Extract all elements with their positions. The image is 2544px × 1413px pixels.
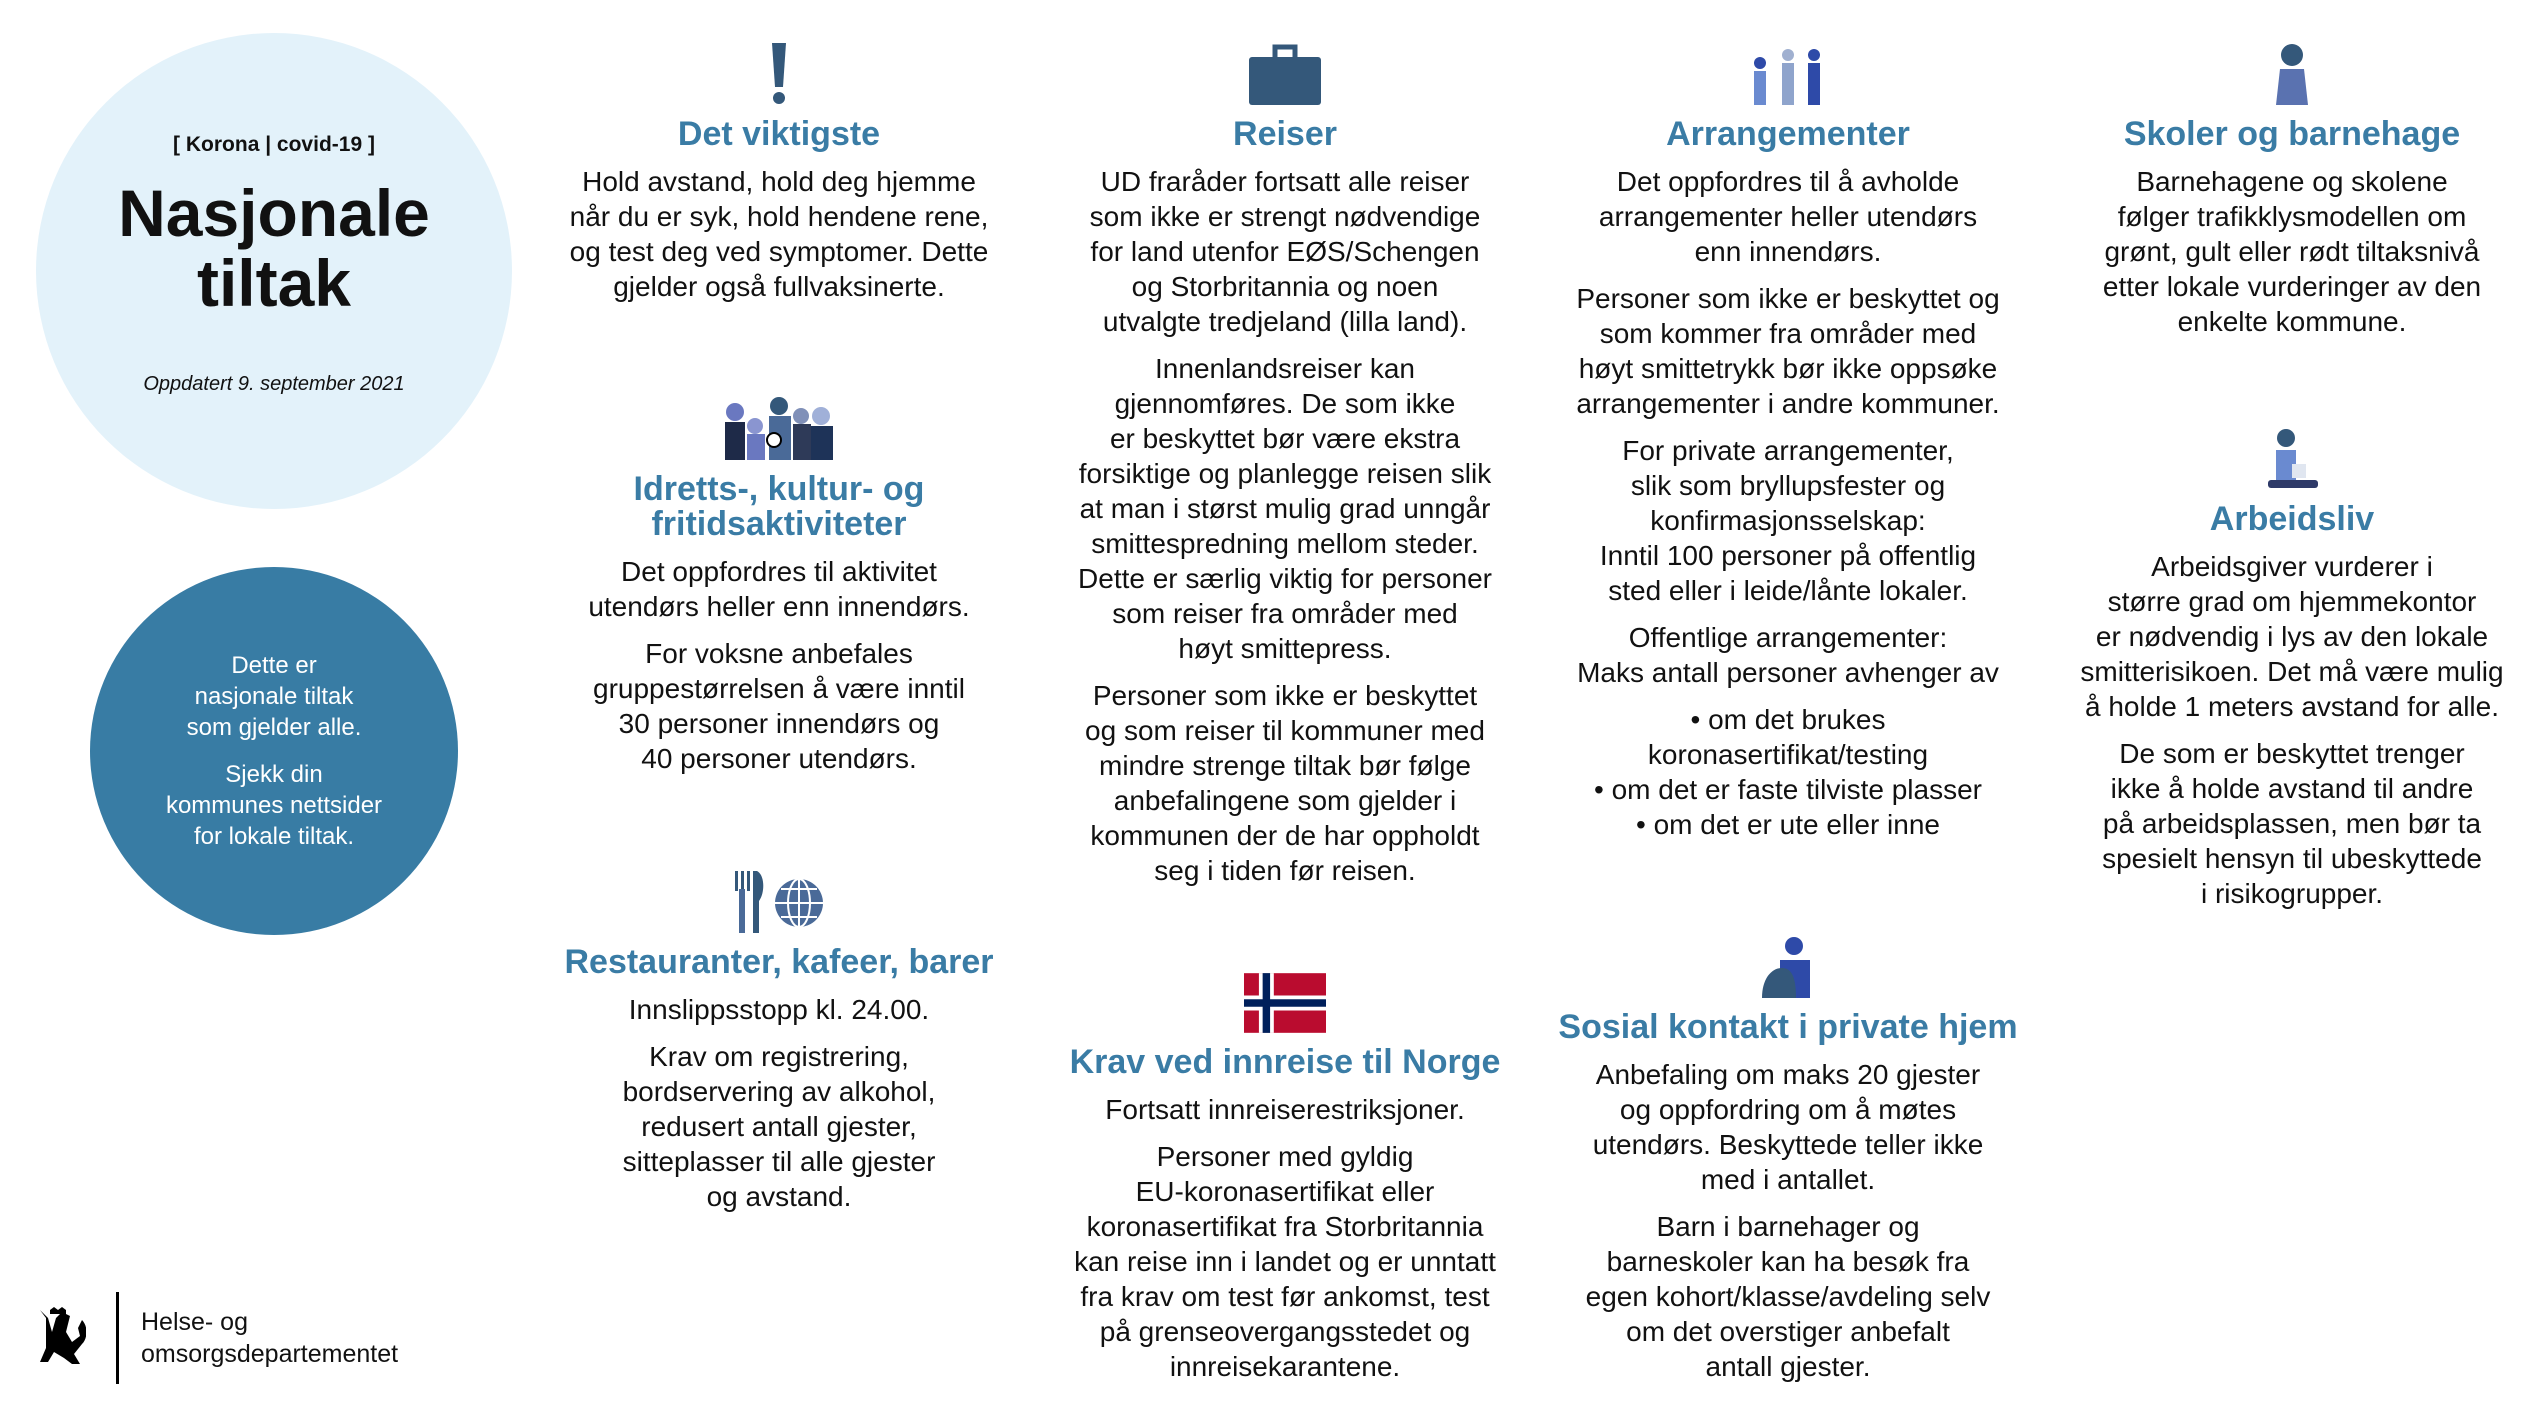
intro-circle: [ Korona | covid-19 ] Nasjonale tiltak O… bbox=[36, 33, 512, 509]
section-idrett: Idretts-, kultur- og fritidsaktiviteter … bbox=[529, 396, 1029, 788]
section-viktigste: Det viktigste Hold avstand, hold deg hje… bbox=[529, 41, 1029, 316]
logo-divider bbox=[116, 1292, 119, 1384]
section-text: Arbeidsgiver vurderer i større grad om h… bbox=[2080, 551, 2504, 722]
child-icon bbox=[2042, 41, 2542, 105]
section-heading: Arrangementer bbox=[1666, 115, 1910, 153]
suitcase-icon bbox=[1035, 41, 1535, 105]
updated-date: Oppdatert 9. september 2021 bbox=[143, 373, 405, 395]
section-text: Hold avstand, hold deg hjemme når du er … bbox=[569, 166, 989, 302]
cutlery-globe-icon bbox=[529, 869, 1029, 933]
section-text: Fortsatt innreiserestriksjoner. bbox=[1105, 1094, 1465, 1125]
topic-tag: [ Korona | covid-19 ] bbox=[173, 133, 375, 156]
ministry-logo: Helse- og omsorgsdepartementet bbox=[36, 1292, 398, 1384]
section-arrangementer: Arrangementer Det oppfordres til å avhol… bbox=[1538, 41, 2038, 854]
section-heading: Krav ved innreise til Norge bbox=[1069, 1043, 1501, 1081]
section-text: Personer som ikke er beskyttet og som re… bbox=[1085, 680, 1485, 886]
notice-text-1: Dette er nasjonale tiltak som gjelder al… bbox=[186, 652, 362, 741]
section-text: Det oppfordres til å avholde arrangement… bbox=[1598, 166, 1978, 267]
exclamation-icon bbox=[529, 41, 1029, 105]
person-laptop-icon bbox=[2042, 426, 2542, 490]
event-people-icon bbox=[1538, 41, 2038, 105]
section-text: De som er beskyttet trenger ikke å holde… bbox=[2102, 738, 2482, 909]
section-text: Offentlige arrangementer: Maks antall pe… bbox=[1577, 622, 1999, 688]
section-text: For voksne anbefales gruppestørrelsen å … bbox=[593, 638, 965, 774]
section-restaurant: Restauranter, kafeer, barer Innslippssto… bbox=[529, 869, 1029, 1226]
section-skoler: Skoler og barnehage Barnehagene og skole… bbox=[2042, 41, 2542, 351]
section-heading: Skoler og barnehage bbox=[2123, 115, 2461, 153]
section-text: Personer som ikke er beskyttet og som ko… bbox=[1576, 283, 2000, 419]
person-home-icon bbox=[1538, 934, 2038, 998]
section-text: Krav om registrering, bordservering av a… bbox=[622, 1041, 936, 1212]
section-text: Barnehagene og skolene følger trafikklys… bbox=[2102, 166, 2482, 337]
section-text: Innenlandsreiser kan gjennomføres. De so… bbox=[1078, 353, 1492, 664]
section-heading: Arbeidsliv bbox=[2209, 500, 2375, 538]
section-arbeidsliv: Arbeidsliv Arbeidsgiver vurderer i størr… bbox=[2042, 426, 2542, 923]
section-heading: Restauranter, kafeer, barer bbox=[564, 943, 994, 981]
section-heading: Sosial kontakt i private hjem bbox=[1558, 1008, 2018, 1046]
notice-circle: Dette er nasjonale tiltak som gjelder al… bbox=[90, 567, 458, 935]
page-title: Nasjonale tiltak bbox=[118, 176, 430, 320]
department-name: Helse- og omsorgsdepartementet bbox=[141, 1308, 399, 1368]
section-krav: Krav ved innreise til Norge Fortsatt inn… bbox=[1035, 969, 1535, 1396]
section-text: Anbefaling om maks 20 gjester og oppford… bbox=[1592, 1059, 1984, 1195]
section-text: • om det brukes koronasertifikat/testing… bbox=[1594, 704, 1982, 840]
section-text: Det oppfordres til aktivitet utendørs he… bbox=[588, 556, 970, 622]
section-heading: Idretts-, kultur- og fritidsaktiviteter bbox=[633, 470, 925, 543]
section-reiser: Reiser UD fraråder fortsatt alle reiser … bbox=[1035, 41, 1535, 900]
section-sosial: Sosial kontakt i private hjem Anbefaling… bbox=[1538, 934, 2038, 1396]
coat-of-arms-icon bbox=[36, 1306, 87, 1371]
section-heading: Reiser bbox=[1233, 115, 1337, 153]
norway-flag-icon bbox=[1035, 969, 1535, 1033]
notice-text-2: Sjekk din kommunes nettsider for lokale … bbox=[165, 761, 383, 850]
group-people-icon bbox=[529, 396, 1029, 460]
section-text: For private arrangementer, slik som bryl… bbox=[1599, 435, 1977, 606]
section-heading: Det viktigste bbox=[677, 115, 881, 153]
section-text: UD fraråder fortsatt alle reiser som ikk… bbox=[1089, 166, 1481, 337]
section-text: Barn i barnehager og barneskoler kan ha … bbox=[1585, 1211, 1991, 1382]
section-text: Personer med gyldig EU-koronasertifikat … bbox=[1074, 1141, 1496, 1382]
section-text: Innslippsstopp kl. 24.00. bbox=[628, 994, 930, 1025]
